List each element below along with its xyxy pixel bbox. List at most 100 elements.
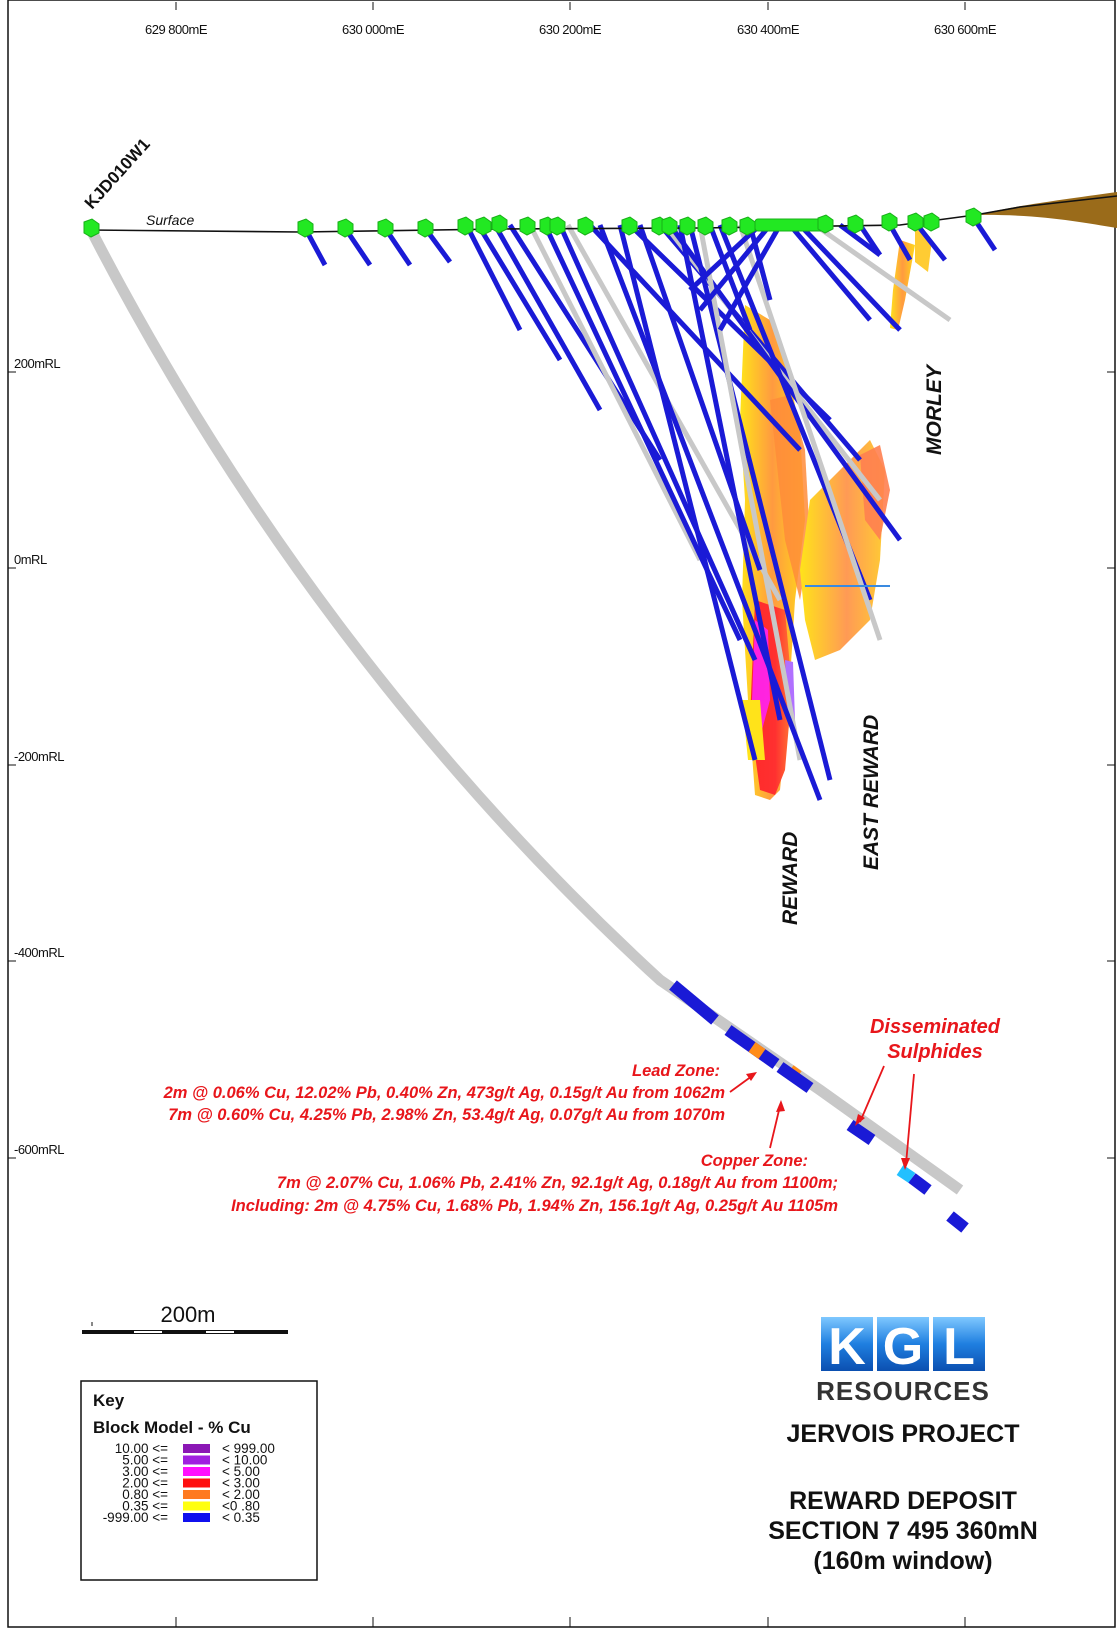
collar-marker: [621, 216, 638, 236]
collar-marker: [549, 216, 566, 236]
window-title: (160m window): [813, 1547, 992, 1575]
drill-trace: [527, 223, 703, 562]
legend-subtitle: Block Model - % Cu: [93, 1418, 251, 1437]
collar-marker: [577, 216, 594, 236]
legend-range-to: < 3.00: [222, 1476, 260, 1491]
drill-collars: [83, 207, 982, 238]
zone-label-morley: MORLEY: [923, 363, 946, 455]
logo-letter: K: [828, 1318, 866, 1376]
legend-rows: 10.00 <= < 999.00 5.00 <= < 10.00 3.00 <= < 5…: [103, 1441, 275, 1525]
legend-range-from: 2.00 <=: [122, 1476, 168, 1491]
section-title: SECTION 7 495 360mN: [768, 1517, 1038, 1545]
drillhole-traces: [302, 218, 998, 801]
drillhole-kjd010w1-trace: [85, 225, 964, 1195]
project-title: JERVOIS PROJECT: [787, 1420, 1020, 1448]
collar-marker: [83, 218, 100, 238]
legend-key: Key Block Model - % Cu 10.00 <= < 999.00 5…: [80, 1380, 318, 1581]
rl-label: -600mRL: [14, 1142, 64, 1157]
intersection-segment: [669, 980, 719, 1025]
logo-company: RESOURCES: [816, 1376, 990, 1406]
easting-label: 630 200mE: [539, 22, 602, 37]
drill-trace: [857, 223, 883, 257]
logo-block: [821, 1317, 873, 1371]
arrow-head: [901, 1158, 910, 1170]
intersection-segment: [776, 1062, 814, 1093]
legend-title: Key: [93, 1391, 125, 1410]
annotation-arrow: [859, 1065, 885, 1123]
drill-trace: [688, 223, 762, 292]
legend-range-from: 10.00 <=: [115, 1441, 168, 1456]
arrow-head: [855, 1114, 865, 1126]
collar-marker: [739, 216, 756, 236]
drill-trace: [588, 223, 802, 452]
drill-trace: [887, 223, 913, 262]
collar-marker: [697, 216, 714, 236]
collar-marker: [297, 218, 314, 238]
drill-trace: [492, 223, 603, 412]
deep-hole-intersections: [669, 980, 969, 1233]
collar-marker: [457, 216, 474, 236]
drill-trace: [737, 224, 883, 641]
collar-marker: [817, 214, 834, 234]
copper-zone-title: Copper Zone:: [701, 1152, 808, 1170]
legend-swatch: [183, 1467, 210, 1476]
collar-marker: [519, 216, 536, 236]
topography-fill: [975, 192, 1117, 228]
legend-range-to: <0 .80: [222, 1499, 260, 1514]
annotation-arrow: [729, 1075, 753, 1093]
lead-zone-title: Lead Zone:: [632, 1062, 720, 1080]
drill-trace: [617, 224, 758, 761]
collar-marker: [337, 218, 354, 238]
easting-axis: 629 800mE 630 000mE 630 200mE 630 400mE …: [145, 2, 997, 1627]
collar-marker: [475, 216, 492, 236]
legend-range-from: 5.00 <=: [122, 1453, 168, 1468]
drill-trace: [972, 218, 998, 252]
legend-range-to: < 999.00: [222, 1441, 275, 1456]
drill-trace: [798, 223, 902, 332]
scale-bar: 200m: [82, 1302, 288, 1334]
drill-trace: [597, 224, 823, 801]
reward-ore-body: [770, 395, 810, 600]
title-block: JERVOIS PROJECT REWARD DEPOSIT SECTION 7…: [768, 1420, 1038, 1575]
collar-marker: [491, 214, 508, 234]
drill-trace: [698, 223, 772, 312]
legend-range-from: -999.00 <=: [103, 1510, 168, 1525]
collar-marker: [907, 212, 924, 232]
logo-letter: L: [943, 1318, 975, 1376]
legend-range-from: 0.80 <=: [122, 1487, 168, 1502]
drill-trace: [677, 224, 783, 721]
legend-range-from: 3.00 <=: [122, 1464, 168, 1479]
rl-label: -400mRL: [14, 945, 64, 960]
drill-trace: [637, 224, 763, 571]
collar-marker: [881, 212, 898, 232]
intersection-segment: [846, 1120, 876, 1145]
drill-trace: [717, 223, 783, 332]
easting-label: 629 800mE: [145, 22, 208, 37]
legend-swatch: [183, 1455, 210, 1465]
disseminated-sulphides-label: Sulphides: [887, 1041, 983, 1063]
disseminated-sulphides-label: Disseminated: [870, 1016, 1001, 1038]
collar-marker: [377, 218, 394, 238]
annotation-arrow: [769, 1105, 781, 1149]
drill-trace: [465, 226, 523, 332]
scale-bar-segment: [134, 1331, 162, 1333]
intersection-segment: [946, 1211, 969, 1233]
easting-label: 630 000mE: [342, 22, 405, 37]
logo-letter: G: [883, 1318, 923, 1376]
zone-label-reward: REWARD: [779, 832, 802, 925]
collar-marker: [661, 216, 678, 236]
arrow-head: [776, 1100, 785, 1112]
disseminated-segment: [896, 1165, 916, 1183]
legend-swatch: [183, 1444, 210, 1453]
lead-zone-line: 7m @ 0.60% Cu, 4.25% Pb, 2.98% Zn, 53.4g…: [168, 1106, 725, 1124]
copper-zone-line: Including: 2m @ 4.75% Cu, 1.68% Pb, 1.94…: [231, 1197, 838, 1215]
legend-swatch: [183, 1513, 210, 1522]
zone-label-east-reward: EAST REWARD: [860, 715, 883, 870]
legend-swatch: [183, 1501, 210, 1511]
lead-zone-segment: [748, 1042, 766, 1059]
legend-swatch: [183, 1490, 210, 1499]
annotations: Disseminated Sulphides Lead Zone: 2m @ 0…: [163, 1016, 1001, 1215]
lead-zone-line: 2m @ 0.06% Cu, 12.02% Pb, 0.40% Zn, 473g…: [163, 1084, 725, 1102]
legend-range-from: 0.35 <=: [122, 1499, 168, 1514]
legend-range-to: < 0.35: [222, 1510, 260, 1525]
